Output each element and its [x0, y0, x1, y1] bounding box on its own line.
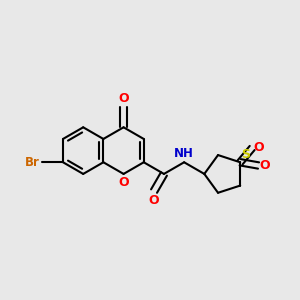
Text: Br: Br	[25, 156, 40, 169]
Text: O: O	[149, 194, 159, 206]
Text: O: O	[254, 142, 264, 154]
Text: NH: NH	[174, 147, 194, 160]
Text: O: O	[260, 159, 270, 172]
Text: O: O	[118, 92, 129, 105]
Text: S: S	[242, 148, 250, 161]
Text: O: O	[118, 176, 129, 189]
